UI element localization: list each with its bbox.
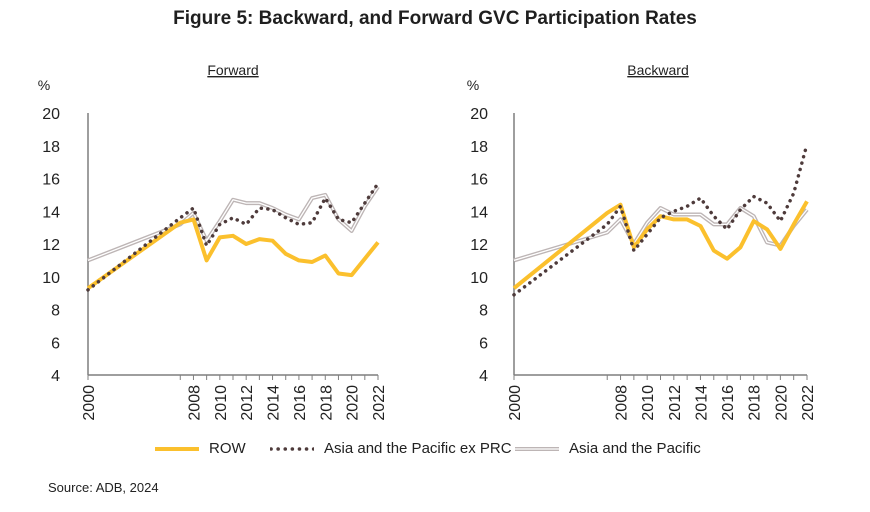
x-tick-label-forward-2010: 2010	[213, 385, 230, 421]
legend-item-asia-ex-prc: Asia and the Pacific ex PRC	[269, 440, 512, 457]
x-tick-label-backward-2014: 2014	[693, 385, 710, 421]
x-tick-label-forward-2012: 2012	[239, 385, 256, 421]
y-tick-label-backward-18: 18	[470, 139, 488, 156]
y-tick-label-forward-8: 8	[51, 303, 60, 320]
x-tick-label-backward-2022: 2022	[800, 385, 817, 421]
x-tick-label-forward-2008: 2008	[186, 385, 203, 421]
legend-label-asia-ex-prc: Asia and the Pacific ex PRC	[324, 440, 512, 457]
x-tick-label-forward-2018: 2018	[318, 385, 335, 421]
y-tick-label-backward-14: 14	[470, 204, 488, 221]
legend-item-row: ROW	[155, 440, 246, 457]
y-tick-label-backward-8: 8	[479, 303, 488, 320]
legend-label-row: ROW	[209, 440, 246, 457]
x-tick-label-forward-2016: 2016	[292, 385, 309, 421]
y-tick-label-backward-16: 16	[470, 172, 488, 189]
series-line-forward-asia-ex-prc	[86, 181, 380, 292]
y-tick-label-backward-10: 10	[470, 270, 488, 287]
series-line-forward-asia-pacific-outer	[87, 185, 380, 263]
series-line-backward-asia-ex-prc	[512, 142, 809, 297]
y-tick-label-forward-10: 10	[42, 270, 60, 287]
y-tick-label-forward-18: 18	[42, 139, 60, 156]
legend-swatch-asia-pacific	[515, 442, 559, 456]
x-tick-label-backward-2020: 2020	[773, 385, 790, 421]
figure-title: Figure 5: Backward, and Forward GVC Part…	[173, 8, 697, 29]
y-tick-label-forward-6: 6	[51, 335, 60, 352]
y-tick-label-forward-14: 14	[42, 204, 60, 221]
y-tick-label-backward-4: 4	[479, 368, 488, 385]
y-unit-label-forward: %	[38, 77, 50, 93]
x-tick-label-backward-2018: 2018	[747, 385, 764, 421]
series-line-forward-asia-pacific-inner	[87, 186, 379, 262]
legend-swatch-asia-ex-prc	[269, 442, 316, 456]
panel-title-forward: Forward	[207, 62, 258, 78]
y-unit-label-backward: %	[467, 77, 479, 93]
x-tick-label-forward-2022: 2022	[371, 385, 388, 421]
x-tick-label-backward-2016: 2016	[720, 385, 737, 421]
y-tick-label-forward-16: 16	[42, 172, 60, 189]
y-tick-label-backward-6: 6	[479, 335, 488, 352]
legend: ROW Asia and the Pacific ex PRC Asia and…	[0, 440, 870, 462]
legend-label-asia-pacific: Asia and the Pacific	[569, 440, 701, 457]
series-line-backward-row	[512, 200, 809, 290]
y-tick-label-forward-20: 20	[42, 106, 60, 123]
legend-swatch-row	[155, 442, 199, 456]
x-tick-label-backward-2010: 2010	[640, 385, 657, 421]
x-tick-label-forward-2014: 2014	[266, 385, 283, 421]
legend-item-asia-pacific: Asia and the Pacific	[515, 440, 701, 457]
panel-title-backward: Backward	[627, 62, 688, 78]
x-tick-label-forward-2020: 2020	[345, 385, 362, 421]
y-tick-label-backward-20: 20	[470, 106, 488, 123]
series-line-forward-row	[86, 217, 380, 290]
y-tick-label-forward-12: 12	[42, 237, 60, 254]
x-tick-label-backward-2000: 2000	[507, 385, 524, 421]
x-tick-label-backward-2008: 2008	[614, 385, 631, 421]
y-tick-label-backward-12: 12	[470, 237, 488, 254]
y-tick-label-forward-4: 4	[51, 368, 60, 385]
x-tick-label-forward-2000: 2000	[81, 385, 98, 421]
source-note: Source: ADB, 2024	[48, 480, 159, 495]
x-tick-label-backward-2012: 2012	[667, 385, 684, 421]
